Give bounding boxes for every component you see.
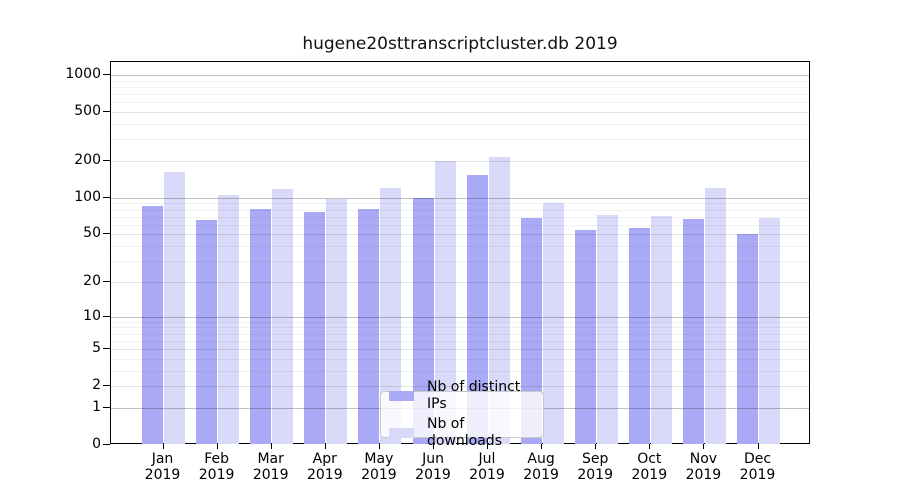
bar-distinct-ips-aug xyxy=(520,217,542,444)
y-tick-50 xyxy=(103,233,110,235)
x-tick-feb xyxy=(216,444,218,449)
x-tick-label-feb: Feb 2019 xyxy=(198,451,235,483)
y-tick-label-20: 20 xyxy=(83,272,101,289)
y-tick-20 xyxy=(103,280,110,282)
bar-downloads-sep xyxy=(596,215,618,444)
bar-downloads-jun xyxy=(434,161,456,444)
x-tick-label-aug: Aug 2019 xyxy=(523,451,559,483)
y-tick-label-5: 5 xyxy=(92,340,101,356)
x-tick-label-jun: Jun 2019 xyxy=(415,451,451,483)
y-tick-100 xyxy=(103,196,110,198)
x-tick-label-mar: Mar 2019 xyxy=(252,451,289,483)
x-tick-label-jan: Jan 2019 xyxy=(144,451,181,483)
x-tick-nov xyxy=(703,444,705,449)
x-tick-label-apr: Apr 2019 xyxy=(306,451,343,483)
bar-distinct-ips-jun xyxy=(412,197,434,444)
bar-downloads-jul xyxy=(488,157,510,444)
chart-title: hugene20sttranscriptcluster.db 2019 xyxy=(302,34,618,54)
legend-item-downloads: Nb of downloads xyxy=(389,416,535,450)
y-tick-5 xyxy=(103,348,110,349)
x-tick-label-nov: Nov 2019 xyxy=(685,451,722,483)
bar-downloads-mar xyxy=(272,189,294,444)
y-tick-1 xyxy=(103,406,110,408)
y-tick-label-10: 10 xyxy=(83,307,101,324)
y-tick-10 xyxy=(103,315,110,317)
y-tick-2 xyxy=(103,385,110,387)
bar-downloads-may xyxy=(380,187,402,444)
y-tick-label-50: 50 xyxy=(83,225,101,242)
y-tick-1000 xyxy=(103,74,110,75)
bar-distinct-ips-jul xyxy=(466,174,488,444)
x-tick-label-dec: Dec 2019 xyxy=(739,451,776,483)
bar-downloads-oct xyxy=(650,216,672,444)
legend-swatch-downloads xyxy=(389,428,414,438)
bar-distinct-ips-may xyxy=(358,209,380,444)
x-tick-label-sep: Sep 2019 xyxy=(577,451,613,483)
x-tick-jun xyxy=(433,444,434,449)
bar-downloads-jan xyxy=(164,171,185,444)
bar-downloads-aug xyxy=(542,202,564,444)
bar-downloads-apr xyxy=(326,198,348,444)
x-tick-jan xyxy=(162,444,164,449)
y-tick-200 xyxy=(103,160,110,161)
y-tick-label-1: 1 xyxy=(92,398,101,415)
y-tick-label-200: 200 xyxy=(74,152,101,168)
legend-label-distinct-ips: Nb of distinct IPs xyxy=(427,379,521,412)
bar-downloads-nov xyxy=(704,187,726,444)
y-tick-label-100: 100 xyxy=(74,188,101,205)
bar-distinct-ips-jan xyxy=(142,206,163,444)
x-tick-aug xyxy=(541,444,543,449)
plot-area xyxy=(110,61,810,444)
y-tick-label-500: 500 xyxy=(74,103,101,120)
y-tick-0 xyxy=(103,444,110,445)
y-tick-500 xyxy=(103,111,110,113)
x-tick-apr xyxy=(324,444,326,449)
bar-distinct-ips-nov xyxy=(682,219,704,444)
bar-distinct-ips-feb xyxy=(196,219,218,444)
x-tick-label-oct: Oct 2019 xyxy=(631,451,668,483)
bar-distinct-ips-apr xyxy=(304,212,326,444)
legend-label-downloads: Nb of downloads xyxy=(427,416,502,449)
bar-distinct-ips-mar xyxy=(250,209,272,444)
legend: Nb of distinct IPs Nb of downloads xyxy=(380,379,544,449)
x-tick-label-jul: Jul 2019 xyxy=(469,451,505,483)
bar-downloads-feb xyxy=(218,195,240,444)
bar-distinct-ips-sep xyxy=(574,230,596,444)
y-tick-label-0: 0 xyxy=(92,436,101,452)
y-tick-label-1000: 1000 xyxy=(65,66,101,82)
x-tick-dec xyxy=(757,444,759,449)
legend-swatch-distinct-ips xyxy=(389,391,414,401)
bars-layer xyxy=(111,62,809,444)
x-tick-label-may: May 2019 xyxy=(361,451,397,483)
bar-distinct-ips-dec xyxy=(737,234,758,444)
y-tick-label-2: 2 xyxy=(92,377,101,394)
bar-distinct-ips-oct xyxy=(628,227,650,444)
x-tick-may xyxy=(378,444,380,449)
bar-downloads-dec xyxy=(759,217,780,444)
x-tick-oct xyxy=(649,444,651,449)
x-tick-mar xyxy=(270,444,272,449)
x-tick-sep xyxy=(595,444,597,449)
legend-item-distinct-ips: Nb of distinct IPs xyxy=(389,379,535,413)
x-tick-jul xyxy=(487,444,488,449)
